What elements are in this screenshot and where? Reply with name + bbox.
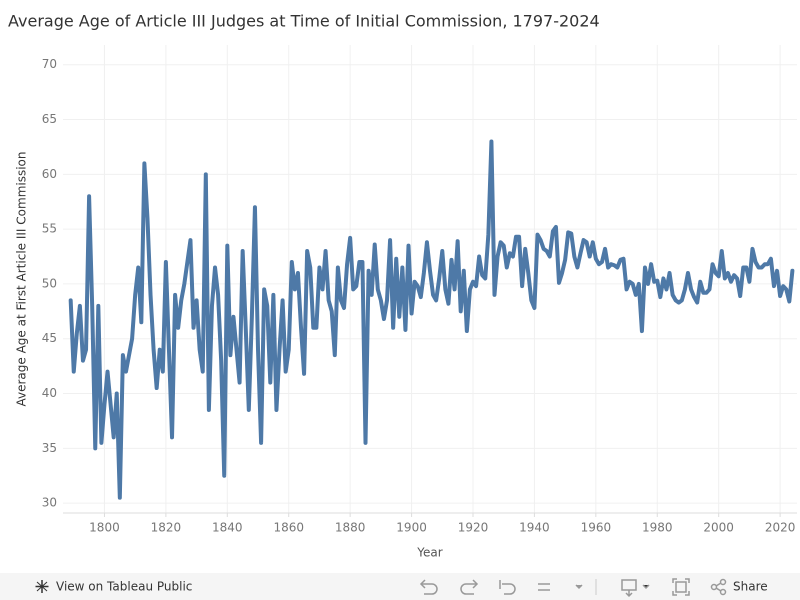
chart-title: Average Age of Article III Judges at Tim…	[8, 12, 600, 31]
share-button[interactable]: Share	[733, 580, 768, 594]
y-tick-label: 45	[42, 331, 57, 345]
y-tick-label: 65	[42, 112, 57, 126]
x-tick-label: 1920	[458, 521, 489, 535]
y-tick-label: 50	[42, 276, 57, 290]
x-tick-label: 1860	[273, 521, 304, 535]
refresh-button[interactable]	[538, 583, 583, 591]
undo-button[interactable]	[419, 579, 438, 595]
x-tick-label: 1980	[642, 521, 673, 535]
x-tick-label: 1840	[212, 521, 243, 535]
x-tick-label: 1820	[151, 521, 182, 535]
y-axis-label: Average Age at First Article III Commiss…	[15, 151, 29, 406]
y-tick-label: 70	[42, 57, 57, 71]
plot-area: 30 35 40 45 50 55 60 65 70 1800 1820 1840 1860 1880 19…	[42, 45, 797, 535]
fullscreen-button[interactable]	[672, 578, 690, 596]
x-axis-label: Year	[416, 546, 442, 560]
x-tick-label: 1880	[335, 521, 366, 535]
y-tick-label: 40	[42, 386, 57, 400]
share-icon[interactable]	[710, 578, 727, 596]
revert-button[interactable]	[499, 580, 516, 595]
x-tick-label: 1900	[396, 521, 427, 535]
data-line	[68, 139, 795, 500]
x-tick-label: 2000	[703, 521, 734, 535]
x-tick-label: 1960	[581, 521, 612, 535]
view-link[interactable]: View on Tableau Public	[56, 580, 192, 594]
x-tick-label: 2020	[765, 521, 796, 535]
y-tick-label: 55	[42, 222, 57, 236]
y-tick-label: 30	[42, 496, 57, 510]
download-button[interactable]	[621, 579, 650, 598]
y-tick-label: 60	[42, 167, 57, 181]
redo-button[interactable]	[460, 579, 479, 595]
x-tick-label: 1800	[89, 521, 120, 535]
x-tick-label: 1940	[519, 521, 550, 535]
toolbar	[0, 573, 800, 600]
y-tick-label: 35	[42, 441, 57, 455]
tableau-icon[interactable]	[35, 580, 49, 593]
